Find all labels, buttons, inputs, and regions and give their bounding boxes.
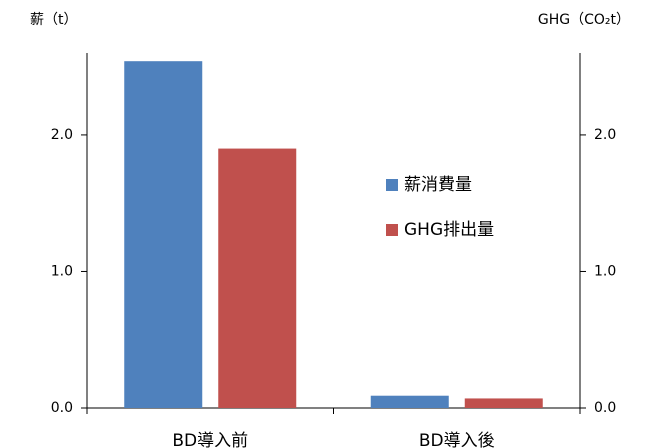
bar (218, 148, 297, 409)
y-tick-label: 1.0 (51, 263, 73, 279)
y-tick-label: 2.0 (51, 127, 73, 143)
y2-tick-label: 1.0 (594, 263, 616, 279)
bar (464, 398, 543, 408)
x-tick-label: BD導入後 (419, 431, 495, 448)
legend-label: 薪消費量 (404, 175, 472, 195)
y-axis-label: 薪（t） (30, 12, 78, 28)
y-tick-label: 0.0 (51, 400, 73, 416)
x-tick-label: BD導入前 (172, 431, 248, 448)
legend-swatch (386, 179, 398, 191)
legend-swatch (386, 224, 398, 236)
y2-tick-label: 0.0 (594, 400, 616, 416)
y2-axis-label: GHG（CO₂t） (538, 12, 630, 28)
legend-label: GHG排出量 (404, 220, 494, 240)
bar (124, 61, 203, 408)
y2-tick-label: 2.0 (594, 127, 616, 143)
bar (370, 395, 449, 408)
